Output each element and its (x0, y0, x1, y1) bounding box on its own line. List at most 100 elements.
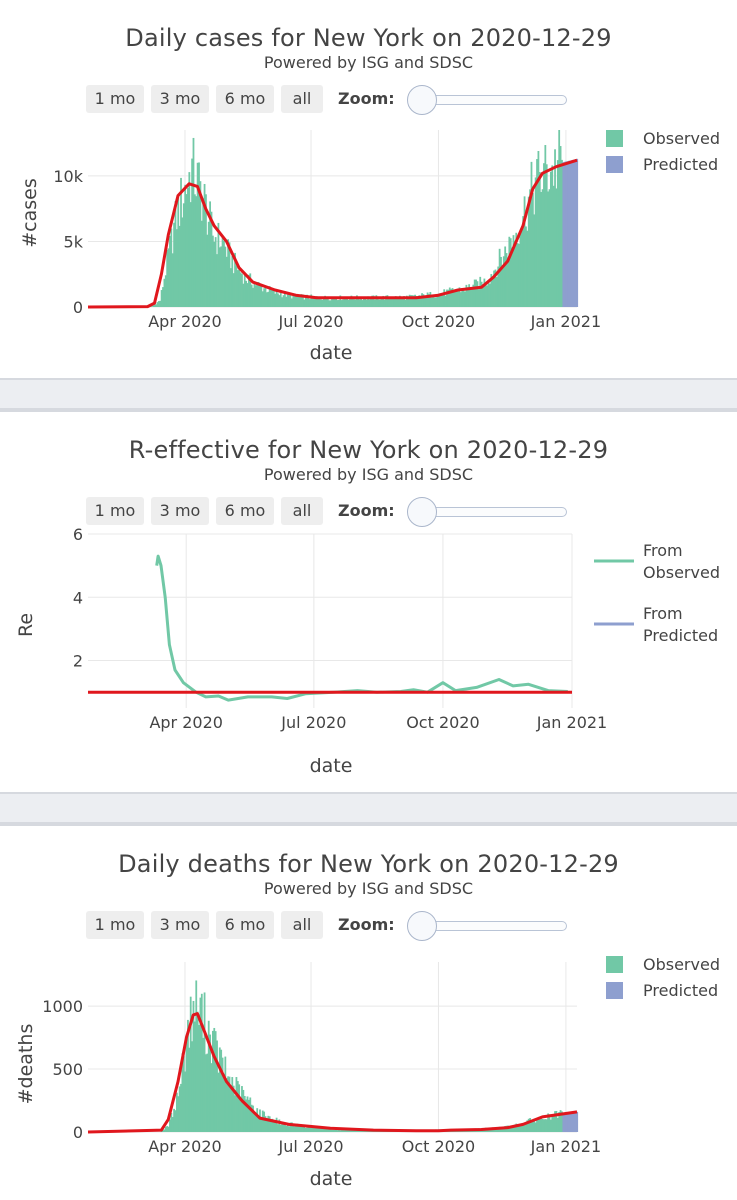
observed-bar (322, 1128, 325, 1132)
observed-bar (525, 1122, 527, 1132)
observed-bar (511, 1127, 513, 1132)
observed-bar (198, 1024, 200, 1132)
observed-bar (177, 196, 180, 307)
observed-bar (483, 278, 486, 307)
range-1mo-button[interactable]: 1 mo (86, 911, 144, 939)
observed-bar (245, 1099, 248, 1132)
observed-bar (349, 298, 351, 307)
observed-bar (295, 296, 297, 307)
observed-bar (342, 1129, 344, 1132)
deaths-panel: Daily deaths for New York on 2020-12-29 … (0, 826, 737, 1200)
observed-bar (328, 1128, 331, 1132)
observed-bar (241, 1086, 243, 1132)
observed-bar (523, 196, 526, 307)
range-6mo-button[interactable]: 6 mo (216, 911, 274, 939)
legend-predicted-label[interactable]: Predicted (643, 155, 718, 174)
observed-bar (256, 282, 259, 307)
zoom-slider-knob[interactable] (407, 497, 437, 527)
observed-bar (410, 295, 412, 307)
observed-bar (241, 273, 243, 307)
x-axis-label: date (310, 755, 353, 777)
legend-observed-label[interactable]: Observed (643, 129, 720, 148)
range-1mo-button[interactable]: 1 mo (86, 85, 144, 113)
observed-bar (522, 1123, 525, 1132)
observed-bar (551, 165, 554, 307)
observed-bar (441, 293, 444, 307)
legend-predicted-label[interactable]: Predicted (643, 981, 718, 1000)
observed-bar (536, 159, 538, 307)
observed-bar (278, 1119, 281, 1132)
legend-observed-label[interactable]: From Observed (643, 541, 720, 582)
observed-bar (336, 1130, 339, 1132)
observed-bar (326, 1128, 329, 1132)
legend-predicted-swatch (606, 156, 623, 173)
x-tick-label: Apr 2020 (149, 713, 222, 732)
observed-bar (235, 265, 238, 307)
observed-bar (414, 294, 417, 307)
observed-bar (353, 1129, 356, 1132)
observed-bar (302, 294, 304, 307)
observed-bar (253, 1113, 256, 1132)
observed-bar (169, 235, 171, 307)
range-3mo-button[interactable]: 3 mo (151, 497, 209, 525)
range-3mo-button[interactable]: 3 mo (151, 911, 209, 939)
observed-bar (549, 1119, 552, 1132)
legend-observed-label[interactable]: Observed (643, 955, 720, 974)
observed-bar (497, 1127, 500, 1132)
observed-bar (554, 149, 556, 307)
legend: Observed Predicted (606, 955, 720, 1000)
range-6mo-button[interactable]: 6 mo (216, 497, 274, 525)
observed-bar (509, 1126, 512, 1132)
observed-bar (206, 234, 209, 307)
observed-bar (321, 1127, 324, 1132)
zoom-slider-knob[interactable] (407, 911, 437, 941)
legend-predicted-label[interactable]: From Predicted (643, 604, 718, 645)
range-all-button[interactable]: all (281, 911, 323, 939)
observed-bar (320, 1127, 322, 1132)
observed-bar (512, 235, 515, 307)
zoom-slider-knob[interactable] (407, 85, 437, 115)
observed-bar (297, 1124, 300, 1132)
observed-bar (224, 1056, 227, 1132)
observed-bar (166, 249, 169, 307)
observed-bar (171, 1117, 174, 1132)
observed-bar (188, 172, 191, 307)
observed-bar (495, 277, 498, 307)
observed-bar (407, 296, 410, 307)
range-6mo-button[interactable]: 6 mo (216, 85, 274, 113)
observed-bar (279, 1124, 282, 1132)
observed-bar (354, 1129, 357, 1132)
observed-bar (166, 1126, 169, 1132)
observed-bar (543, 1119, 545, 1132)
y-tick-label: 0 (73, 1123, 83, 1142)
range-1mo-button[interactable]: 1 mo (86, 497, 144, 525)
observed-bar (199, 997, 202, 1132)
observed-bar (368, 299, 371, 307)
observed-bar (335, 1129, 338, 1132)
observed-bar (558, 130, 561, 307)
observed-bar (188, 1047, 191, 1132)
observed-bar (308, 299, 311, 307)
observed-bar (329, 300, 332, 307)
x-tick-label: Apr 2020 (148, 1137, 221, 1156)
observed-bar (314, 296, 317, 307)
range-3mo-button[interactable]: 3 mo (151, 85, 209, 113)
x-tick-label: Jan 2021 (536, 713, 607, 732)
observed-bar (447, 289, 450, 307)
observed-bar (184, 1071, 187, 1132)
re-observed-line (155, 554, 568, 702)
observed-bar (245, 280, 248, 307)
range-all-button[interactable]: all (281, 497, 323, 525)
observed-bar (209, 1034, 211, 1132)
observed-bar (393, 298, 396, 307)
range-all-button[interactable]: all (281, 85, 323, 113)
observed-bar (464, 291, 466, 307)
observed-bar (271, 289, 274, 307)
observed-bar (554, 1111, 556, 1132)
observed-bar (315, 1127, 318, 1132)
observed-bar (466, 287, 469, 307)
observed-bar (552, 1116, 555, 1132)
observed-bar (318, 1126, 321, 1132)
y-axis-label: #cases (19, 178, 41, 248)
observed-bar (389, 297, 392, 307)
